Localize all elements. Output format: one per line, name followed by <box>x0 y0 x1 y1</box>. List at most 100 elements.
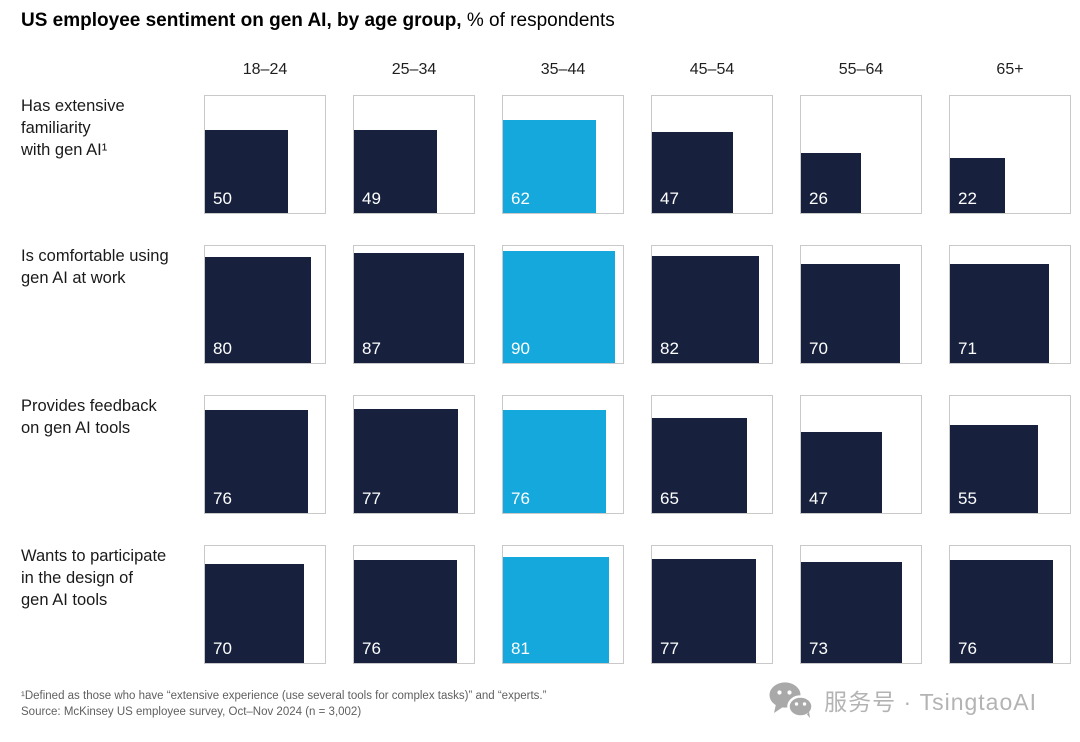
row-label-0: Has extensive familiarity with gen AI¹ <box>21 95 204 214</box>
value-label: 26 <box>809 189 828 208</box>
value-square: 70 <box>205 564 304 663</box>
value-square: 70 <box>801 264 900 363</box>
row-label-line: Is comfortable using <box>21 247 169 265</box>
value-label: 77 <box>660 639 679 658</box>
unit-cell-r0-c2: 62 <box>502 95 624 214</box>
value-square: 47 <box>652 132 733 213</box>
chart-row-0: Has extensive familiarity with gen AI¹ 50 49… <box>21 95 1071 214</box>
value-square: 65 <box>652 418 747 513</box>
value-label: 81 <box>511 639 530 658</box>
chart-row-3: Wants to participate in the design of gen … <box>21 545 1071 664</box>
row-label-line: Wants to participate <box>21 547 167 565</box>
unit-cell-r3-c4: 73 <box>800 545 922 664</box>
value-label: 87 <box>362 339 381 358</box>
value-square: 76 <box>950 560 1053 663</box>
unit-cell-r1-c0: 80 <box>204 245 326 364</box>
column-headers: 18–24 25–34 35–44 45–54 55–64 65+ <box>204 61 1071 79</box>
value-label: 76 <box>213 489 232 508</box>
row-label-line: in the design of <box>21 569 133 587</box>
row-label-line: Provides feedback <box>21 397 157 415</box>
row-label-line: gen AI tools <box>21 591 108 609</box>
value-label: 65 <box>660 489 679 508</box>
unit-cell-r2-c0: 76 <box>204 395 326 514</box>
value-square: 47 <box>801 432 882 513</box>
value-square: 55 <box>950 425 1038 513</box>
value-square: 71 <box>950 264 1049 363</box>
unit-cell-r2-c2: 76 <box>502 395 624 514</box>
unit-cell-r2-c1: 77 <box>353 395 475 514</box>
chart-rows: Has extensive familiarity with gen AI¹ 50 49… <box>21 95 1071 695</box>
unit-cell-r3-c5: 76 <box>949 545 1071 664</box>
unit-cell-r2-c4: 47 <box>800 395 922 514</box>
value-label: 71 <box>958 339 977 358</box>
chart-title-unit: % of respondents <box>466 10 615 31</box>
value-label: 55 <box>958 489 977 508</box>
value-square: 62 <box>503 120 596 213</box>
footnote-source: Source: McKinsey US employee survey, Oct… <box>21 706 362 718</box>
value-square: 50 <box>205 130 288 213</box>
chart-title: US employee sentiment on gen AI, by age … <box>21 10 615 32</box>
value-label: 22 <box>958 189 977 208</box>
value-label: 77 <box>362 489 381 508</box>
value-square: 80 <box>205 257 311 363</box>
footnotes: ¹Defined as those who have “extensive ex… <box>21 688 546 720</box>
unit-cell-r3-c0: 70 <box>204 545 326 664</box>
row-label-line: with gen AI¹ <box>21 141 108 159</box>
value-square: 77 <box>354 409 458 513</box>
column-header-0: 18–24 <box>242 61 288 78</box>
watermark: 服务号 · TsingtaoAI <box>769 682 1037 718</box>
value-label: 80 <box>213 339 232 358</box>
unit-cell-r0-c1: 49 <box>353 95 475 214</box>
row-label-line: familiarity <box>21 119 91 137</box>
value-label: 73 <box>809 639 828 658</box>
column-header-4: 55–64 <box>838 61 884 78</box>
unit-cell-r3-c1: 76 <box>353 545 475 664</box>
row-label-line: gen AI at work <box>21 269 126 287</box>
value-label: 76 <box>511 489 530 508</box>
row-cells: 70 76 81 77 73 76 <box>204 545 1071 664</box>
value-square: 82 <box>652 256 759 363</box>
value-square: 76 <box>205 410 308 513</box>
value-label: 62 <box>511 189 530 208</box>
value-square: 76 <box>503 410 606 513</box>
value-square: 87 <box>354 253 464 363</box>
wechat-icon <box>769 682 814 718</box>
unit-cell-r1-c3: 82 <box>651 245 773 364</box>
value-square: 26 <box>801 153 861 213</box>
unit-cell-r0-c4: 26 <box>800 95 922 214</box>
value-label: 70 <box>213 639 232 658</box>
column-header-3: 45–54 <box>689 61 735 78</box>
value-label: 70 <box>809 339 828 358</box>
value-label: 76 <box>362 639 381 658</box>
value-square: 90 <box>503 251 615 363</box>
unit-cell-r3-c2: 81 <box>502 545 624 664</box>
value-square: 22 <box>950 158 1005 213</box>
row-label-2: Provides feedback on gen AI tools <box>21 395 204 514</box>
value-square: 81 <box>503 557 609 663</box>
chart-title-main: US employee sentiment on gen AI, by age … <box>21 10 462 31</box>
value-square: 49 <box>354 130 437 213</box>
row-label-line: on gen AI tools <box>21 419 131 437</box>
value-label: 50 <box>213 189 232 208</box>
value-label: 49 <box>362 189 381 208</box>
unit-cell-r0-c5: 22 <box>949 95 1071 214</box>
unit-cell-r1-c5: 71 <box>949 245 1071 364</box>
unit-cell-r2-c3: 65 <box>651 395 773 514</box>
unit-cell-r2-c5: 55 <box>949 395 1071 514</box>
watermark-text: 服务号 · TsingtaoAI <box>824 689 1037 715</box>
value-square: 77 <box>652 559 756 663</box>
unit-cell-r1-c4: 70 <box>800 245 922 364</box>
chart-row-2: Provides feedback on gen AI tools 76 77 76 65… <box>21 395 1071 514</box>
unit-cell-r1-c2: 90 <box>502 245 624 364</box>
value-square: 73 <box>801 562 902 663</box>
column-header-2: 35–44 <box>540 61 586 78</box>
value-square: 76 <box>354 560 457 663</box>
row-cells: 50 49 62 47 26 22 <box>204 95 1071 214</box>
row-cells: 80 87 90 82 70 71 <box>204 245 1071 364</box>
unit-cell-r3-c3: 77 <box>651 545 773 664</box>
unit-cell-r0-c3: 47 <box>651 95 773 214</box>
row-cells: 76 77 76 65 47 55 <box>204 395 1071 514</box>
chart-row-1: Is comfortable using gen AI at work 80 87 90… <box>21 245 1071 364</box>
unit-cell-r1-c1: 87 <box>353 245 475 364</box>
